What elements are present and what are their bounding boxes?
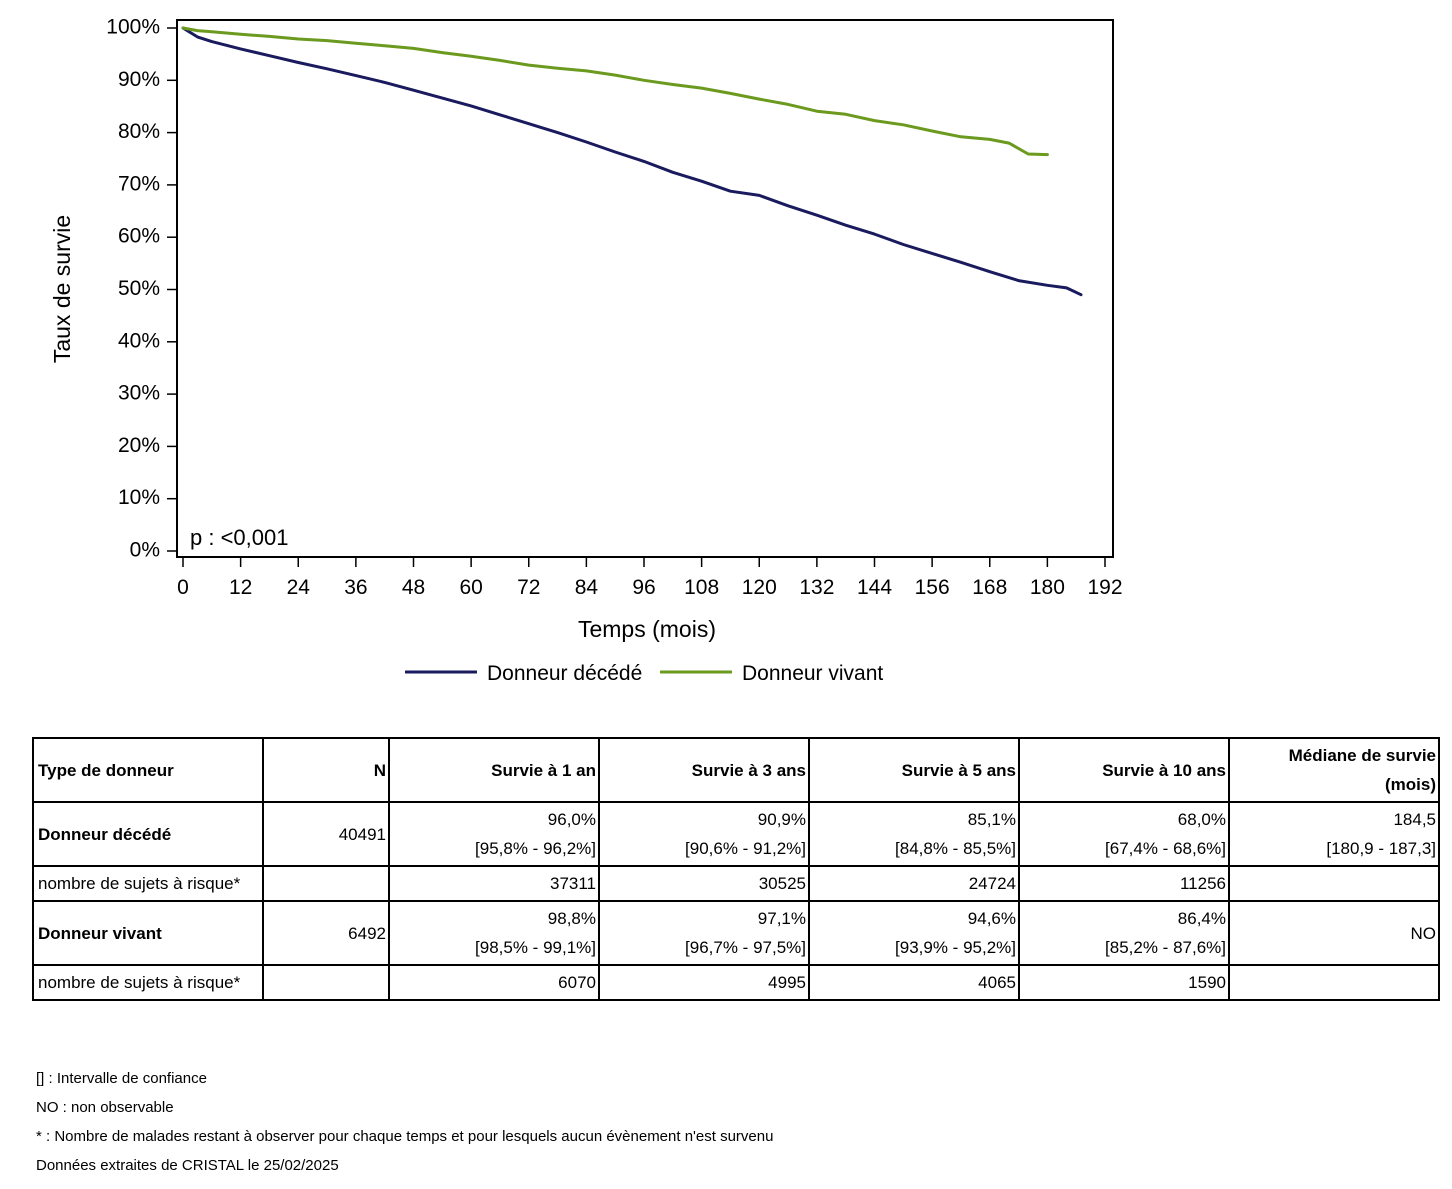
table-row-donneur-decede: Donneur décédé 40491 96,0% [95,8% - 96,2%… [32,801,1440,867]
y-axis: 0% 10% 20% 30% 40% 50% 60% 70% 80% 90% 100% [106,16,177,562]
cell-risque-3ans: 4995 [598,964,810,1001]
y-axis-title: Taux de survie [49,215,75,363]
cell-survie-5ans: 85,1% [84,8% - 85,5%] [808,801,1020,867]
cell-risque-mediane [1228,964,1440,1001]
x-tick-label: 60 [459,576,482,599]
x-axis: 0 12 24 36 48 60 72 84 96 108 120 132 144 156 168 180 19… [177,557,1123,599]
cell-survie-10ans: 86,4% [85,2% - 87,6%] [1018,900,1230,966]
row-label: Donneur décédé [32,801,264,867]
p-value-annotation: p : <0,001 [190,525,288,550]
y-tick-label: 20% [118,434,160,457]
x-tick-label: 72 [517,576,540,599]
cell-mediane: 184,5 [180,9 - 187,3] [1228,801,1440,867]
cell-n: 40491 [262,801,390,867]
survival-summary-table: Type de donneur N Survie à 1 an Survie à… [32,737,1440,1001]
cell-risque-5ans: 4065 [808,964,1020,1001]
y-tick-label: 90% [118,68,160,91]
x-tick-label: 120 [742,576,777,599]
cell-risque-1an: 37311 [388,865,600,902]
header-survie-10ans: Survie à 10 ans [1018,737,1230,803]
x-tick-label: 36 [344,576,367,599]
cell-risque-mediane [1228,865,1440,902]
cell-survie-3ans: 97,1% [96,7% - 97,5%] [598,900,810,966]
x-tick-label: 24 [287,576,311,599]
cell-risque-5ans: 24724 [808,865,1020,902]
cell-risque-1an: 6070 [388,964,600,1001]
survival-chart: 0% 10% 20% 30% 40% 50% 60% 70% 80% 90% 100% 0 12 24 3… [49,16,1123,685]
cell-risque-10ans: 11256 [1018,865,1230,902]
footnotes: [] : Intervalle de confiance NO : non ob… [36,1066,773,1182]
series-line-0 [181,26,1083,297]
y-tick-label: 50% [118,277,160,300]
header-type-donneur: Type de donneur [32,737,264,803]
x-tick-label: 48 [402,576,425,599]
legend: Donneur décédé Donneur vivant [405,662,883,685]
y-tick-label: 10% [118,486,160,509]
legend-label: Donneur décédé [487,662,642,685]
x-tick-label: 156 [915,576,950,599]
table-row-risque-vivant: nombre de sujets à risque* 6070 4995 406… [32,964,1440,1001]
y-tick-label: 80% [118,120,160,143]
series-layer [181,26,1083,297]
y-tick-label: 100% [106,16,160,39]
x-tick-label: 168 [972,576,1007,599]
y-tick-label: 70% [118,172,160,195]
cell-mediane: NO [1228,900,1440,966]
x-tick-label: 132 [799,576,834,599]
cell-survie-3ans: 90,9% [90,6% - 91,2%] [598,801,810,867]
header-survie-3ans: Survie à 3 ans [598,737,810,803]
footnote-source: Données extraites de CRISTAL le 25/02/20… [36,1157,339,1174]
cell-survie-1an: 98,8% [98,5% - 99,1%] [388,900,600,966]
row-label: Donneur vivant [32,900,264,966]
x-tick-label: 108 [684,576,719,599]
x-tick-label: 180 [1030,576,1065,599]
footnote-asterisk: * : Nombre de malades restant à observer… [36,1128,774,1145]
cell-survie-10ans: 68,0% [67,4% - 68,6%] [1018,801,1230,867]
footnote-no: NO : non observable [36,1099,174,1116]
x-tick-label: 12 [229,576,252,599]
legend-label: Donneur vivant [742,662,883,685]
row-label: nombre de sujets à risque* [32,964,264,1001]
plot-frame [176,19,1114,558]
cell-risque-3ans: 30525 [598,865,810,902]
cell-n [262,865,390,902]
y-tick-label: 0% [130,539,160,562]
x-tick-label: 96 [632,576,655,599]
cell-n [262,964,390,1001]
header-survie-1an: Survie à 1 an [388,737,600,803]
table-header-row: Type de donneur N Survie à 1 an Survie à… [32,737,1440,803]
cell-survie-5ans: 94,6% [93,9% - 95,2%] [808,900,1020,966]
table-row-risque-decede: nombre de sujets à risque* 37311 30525 2… [32,865,1440,902]
x-axis-title: Temps (mois) [578,616,716,642]
cell-survie-1an: 96,0% [95,8% - 96,2%] [388,801,600,867]
y-tick-label: 40% [118,329,160,352]
cell-risque-10ans: 1590 [1018,964,1230,1001]
x-tick-label: 192 [1087,576,1122,599]
series-line-1 [181,26,1049,157]
y-tick-label: 60% [118,225,160,248]
cell-n: 6492 [262,900,390,966]
header-survie-5ans: Survie à 5 ans [808,737,1020,803]
header-mediane: Médiane de survie (mois) [1228,737,1440,803]
table-row-donneur-vivant: Donneur vivant 6492 98,8% [98,5% - 99,1%]… [32,900,1440,966]
x-tick-label: 0 [177,576,189,599]
y-tick-label: 30% [118,382,160,405]
x-tick-label: 84 [575,576,599,599]
footnote-intervalle: [] : Intervalle de confiance [36,1070,207,1087]
x-tick-label: 144 [857,576,892,599]
header-n: N [262,737,390,803]
row-label: nombre de sujets à risque* [32,865,264,902]
